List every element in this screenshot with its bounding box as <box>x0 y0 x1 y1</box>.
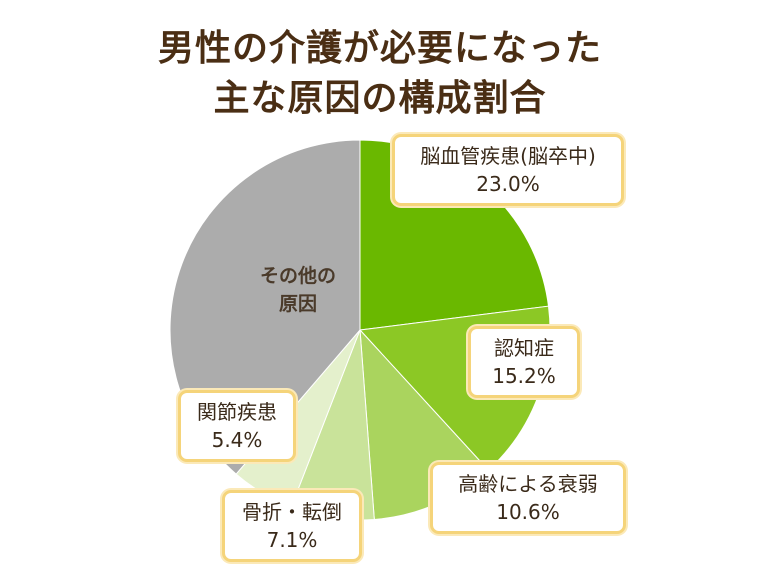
callout-cerebrovascular: 脳血管疾患(脳卒中) 23.0% <box>392 134 624 206</box>
callout-name: 骨折・転倒 <box>242 500 342 524</box>
slice-label-other-line-1: その他の <box>259 265 336 287</box>
callout-value: 15.2% <box>492 364 556 388</box>
callout-joint-disease: 関節疾患 5.4% <box>178 390 296 462</box>
chart-title-line-2: 主な原因の構成割合 <box>213 78 547 119</box>
callout-value: 7.1% <box>266 528 318 552</box>
callout-value: 5.4% <box>211 428 263 452</box>
callout-value: 23.0% <box>476 172 540 196</box>
callout-name: 認知症 <box>494 336 554 360</box>
slice-label-other: その他の 原因 <box>228 262 368 318</box>
callout-frailty: 高齢による衰弱 10.6% <box>430 462 626 534</box>
chart-title-line-1: 男性の介護が必要になった <box>157 28 602 69</box>
callout-dementia: 認知症 15.2% <box>468 326 580 398</box>
callout-name: 高齢による衰弱 <box>458 472 598 496</box>
callout-value: 10.6% <box>496 500 560 524</box>
callout-name: 関節疾患 <box>197 400 277 424</box>
callout-fracture-fall: 骨折・転倒 7.1% <box>222 490 362 562</box>
slice-label-other-line-2: 原因 <box>278 293 317 315</box>
callout-name: 脳血管疾患(脳卒中) <box>420 144 596 168</box>
